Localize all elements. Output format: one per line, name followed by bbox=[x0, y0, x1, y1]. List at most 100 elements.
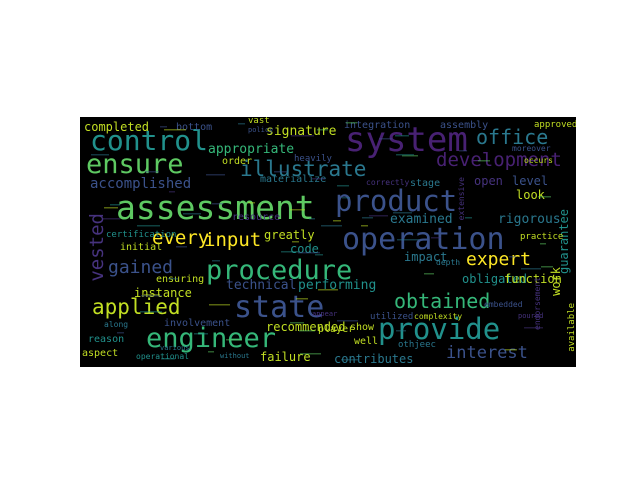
word-cloud-word: well bbox=[354, 336, 379, 347]
word-cloud-word: illustrate bbox=[240, 157, 367, 181]
word-cloud-word: player bbox=[318, 324, 355, 335]
word-cloud-word: rigorous bbox=[498, 212, 561, 227]
filler-mark bbox=[104, 207, 118, 209]
word-cloud-word: initial bbox=[120, 242, 163, 253]
word-cloud-word: provide bbox=[378, 312, 501, 346]
filler-mark bbox=[248, 202, 255, 204]
filler-mark bbox=[238, 123, 245, 125]
filler-mark bbox=[117, 332, 124, 334]
filler-mark bbox=[290, 209, 305, 211]
filler-mark bbox=[212, 203, 223, 205]
word-cloud-word: reason bbox=[88, 334, 125, 345]
filler-mark bbox=[478, 160, 490, 162]
word-cloud-word: greatly bbox=[264, 228, 315, 242]
filler-mark bbox=[298, 252, 320, 254]
word-cloud-word: integration bbox=[344, 120, 411, 131]
word-cloud-word: expert bbox=[466, 249, 532, 270]
word-cloud-word: state bbox=[234, 290, 325, 325]
filler-mark bbox=[281, 251, 299, 253]
word-cloud-word: applied bbox=[92, 295, 181, 319]
word-cloud-word: approved bbox=[534, 120, 576, 130]
word-cloud-word: utilized bbox=[370, 312, 414, 322]
filler-mark bbox=[208, 351, 214, 353]
word-cloud-word: completed bbox=[84, 120, 150, 134]
filler-mark bbox=[341, 359, 358, 361]
word-cloud-word: stage bbox=[410, 178, 441, 189]
word-cloud-word: bottom bbox=[176, 122, 213, 133]
word-cloud-word: obtained bbox=[394, 289, 491, 313]
word-cloud-word: moreover bbox=[512, 144, 551, 153]
word-cloud-word: interest bbox=[446, 343, 528, 363]
word-cloud-word: aspect bbox=[82, 348, 119, 359]
filler-mark bbox=[459, 150, 467, 152]
filler-mark bbox=[140, 311, 162, 313]
word-cloud-word: appropriate bbox=[208, 142, 295, 157]
word-cloud-word: gained bbox=[108, 257, 174, 278]
word-cloud-word: examined bbox=[390, 212, 453, 227]
filler-mark bbox=[137, 225, 160, 227]
filler-mark bbox=[362, 217, 373, 219]
word-cloud-word: operational bbox=[136, 352, 189, 361]
filler-mark bbox=[145, 171, 159, 173]
word-cloud-word: obligated bbox=[462, 272, 528, 286]
word-cloud-word: assessment bbox=[116, 188, 315, 227]
word-cloud: assessment operation procedure provide p… bbox=[80, 117, 576, 367]
word-cloud-word: operation bbox=[342, 222, 505, 257]
word-cloud-word: recommended bbox=[266, 320, 346, 334]
word-cloud-word: accomplished bbox=[90, 176, 192, 192]
filler-mark bbox=[164, 129, 186, 131]
word-cloud-word: without bbox=[220, 352, 250, 360]
filler-mark bbox=[296, 298, 308, 300]
filler-mark bbox=[161, 358, 175, 360]
word-cloud-word: look bbox=[516, 188, 545, 202]
filler-mark bbox=[337, 320, 358, 322]
filler-mark bbox=[402, 155, 418, 157]
filler-mark bbox=[337, 185, 349, 187]
filler-mark bbox=[397, 239, 419, 241]
filler-mark bbox=[342, 197, 350, 199]
filler-mark bbox=[424, 273, 434, 275]
filler-mark bbox=[395, 135, 409, 137]
filler-mark bbox=[144, 294, 160, 296]
word-cloud-word: engineer bbox=[146, 323, 277, 354]
word-cloud-word: embedded bbox=[484, 300, 523, 309]
filler-mark bbox=[361, 225, 368, 227]
filler-mark bbox=[540, 243, 546, 245]
filler-mark bbox=[290, 322, 304, 324]
word-cloud-word: office bbox=[476, 125, 549, 149]
filler-mark bbox=[91, 154, 109, 156]
filler-mark bbox=[346, 122, 357, 124]
filler-mark bbox=[292, 241, 299, 243]
filler-mark bbox=[393, 212, 412, 214]
filler-mark bbox=[317, 129, 328, 131]
word-cloud-word: contributes bbox=[334, 352, 414, 366]
word-cloud-word: technical bbox=[226, 278, 297, 293]
filler-mark bbox=[274, 171, 287, 173]
filler-mark bbox=[168, 278, 178, 280]
filler-mark bbox=[431, 237, 441, 239]
filler-mark bbox=[300, 353, 321, 355]
word-cloud-word: appear bbox=[312, 310, 338, 318]
word-cloud-word: complexity bbox=[414, 312, 463, 321]
filler-mark bbox=[369, 215, 388, 217]
word-cloud-word: control bbox=[90, 124, 209, 157]
word-cloud-word: ensuring bbox=[156, 274, 205, 285]
word-cloud-word: involvement bbox=[164, 318, 231, 329]
filler-mark bbox=[318, 289, 338, 291]
word-cloud-word: poured bbox=[518, 312, 544, 320]
filler-mark bbox=[379, 138, 392, 140]
word-cloud-word: performing bbox=[298, 278, 377, 293]
word-cloud-word: occurs bbox=[524, 156, 553, 165]
filler-mark bbox=[102, 218, 120, 220]
filler-mark bbox=[309, 218, 315, 220]
filler-mark bbox=[183, 213, 201, 215]
word-cloud-word: practice bbox=[520, 232, 564, 242]
filler-mark bbox=[333, 220, 341, 222]
word-cloud-word: various bbox=[160, 344, 190, 352]
filler-mark bbox=[396, 154, 414, 156]
word-cloud-word: product bbox=[335, 184, 458, 218]
filler-mark bbox=[538, 196, 551, 198]
filler-mark bbox=[209, 304, 230, 306]
filler-mark bbox=[194, 333, 208, 335]
word-cloud-word: policy bbox=[248, 126, 274, 134]
